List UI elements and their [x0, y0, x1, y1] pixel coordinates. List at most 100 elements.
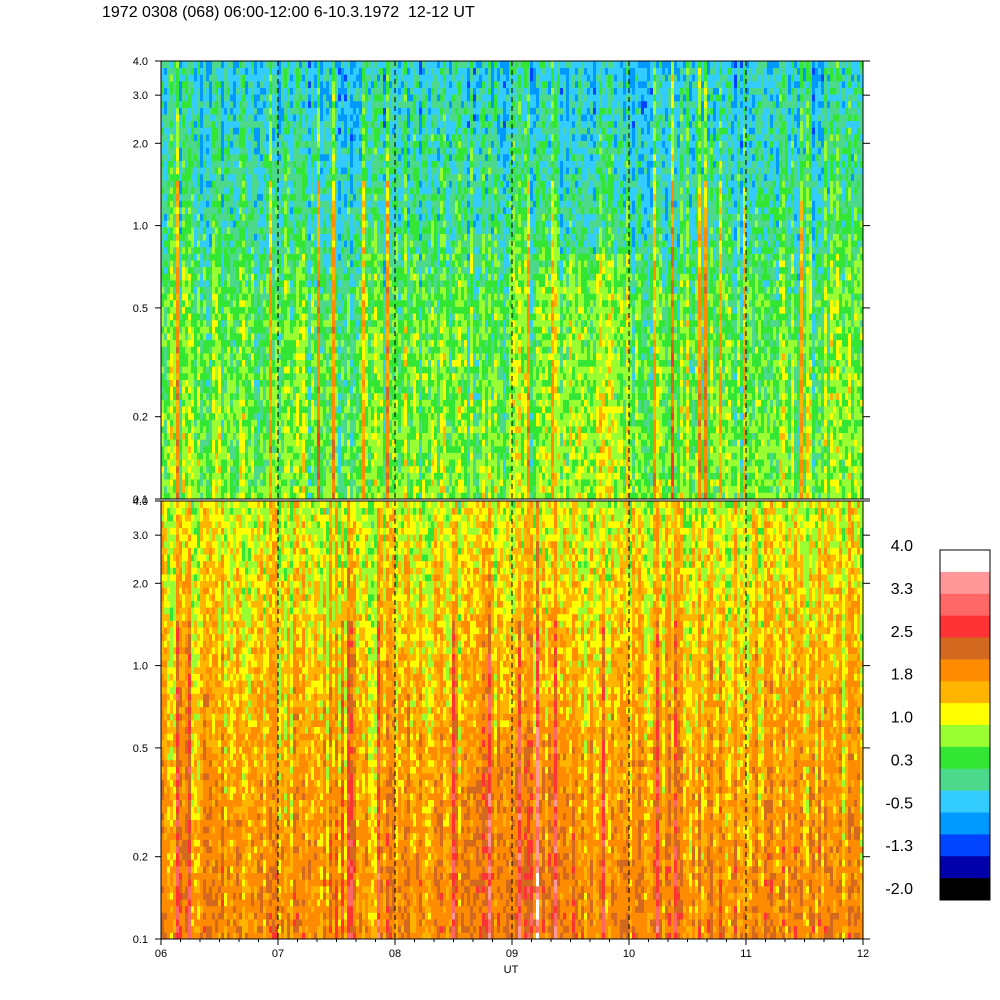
upper-heatmap-cell: [332, 393, 335, 400]
upper-heatmap-cell: [755, 433, 758, 440]
upper-heatmap-cell: [494, 353, 500, 360]
upper-heatmap-cell: [527, 406, 530, 413]
upper-heatmap-cell: [476, 333, 479, 340]
upper-heatmap-cell: [728, 486, 737, 493]
upper-heatmap-cell: [323, 419, 326, 426]
upper-heatmap-cell: [416, 492, 419, 499]
upper-heatmap-cell: [707, 340, 710, 347]
upper-heatmap-cell: [185, 439, 188, 446]
upper-heatmap-cell: [536, 472, 539, 479]
upper-heatmap-cell: [422, 419, 428, 426]
upper-heatmap-cell: [701, 413, 704, 420]
upper-heatmap-cell: [443, 459, 449, 466]
upper-heatmap-cell: [245, 313, 248, 320]
upper-heatmap-cell: [164, 419, 167, 426]
upper-heatmap-cell: [167, 413, 170, 420]
upper-heatmap-cell: [476, 313, 479, 320]
upper-heatmap-cell: [362, 406, 365, 413]
upper-heatmap-cell: [299, 406, 308, 413]
upper-heatmap-cell: [170, 373, 173, 380]
upper-heatmap-cell: [713, 393, 716, 400]
upper-heatmap-cell: [200, 346, 203, 353]
upper-heatmap-cell: [632, 439, 635, 446]
upper-heatmap-cell: [719, 333, 722, 340]
upper-heatmap-cell: [542, 373, 545, 380]
upper-heatmap-cell: [443, 353, 446, 360]
upper-heatmap-cell: [644, 459, 647, 466]
upper-heatmap-cell: [236, 419, 239, 426]
upper-heatmap-cell: [785, 333, 788, 340]
upper-heatmap-cell: [167, 406, 170, 413]
upper-heatmap-cell: [779, 380, 785, 387]
upper-heatmap-cell: [236, 366, 239, 373]
upper-heatmap-cell: [704, 446, 707, 453]
upper-heatmap-cell: [374, 453, 377, 460]
upper-heatmap-cell: [329, 393, 332, 400]
upper-heatmap-cell: [689, 346, 692, 353]
upper-heatmap-cell: [245, 380, 248, 387]
upper-heatmap-cell: [317, 433, 320, 440]
upper-heatmap-cell: [488, 426, 491, 433]
upper-heatmap-cell: [182, 439, 185, 446]
upper-heatmap-cell: [632, 459, 635, 466]
upper-heatmap-cell: [749, 406, 752, 413]
upper-heatmap-cell: [848, 386, 851, 393]
upper-heatmap-cell: [479, 326, 485, 333]
upper-heatmap-cell: [716, 333, 719, 340]
upper-heatmap-cell: [488, 486, 491, 493]
upper-heatmap-cell: [704, 360, 707, 367]
upper-heatmap-cell: [758, 373, 764, 380]
upper-heatmap-cell: [518, 333, 521, 340]
upper-heatmap-cell: [653, 419, 656, 426]
upper-heatmap-cell: [401, 340, 404, 347]
upper-heatmap-cell: [440, 446, 443, 453]
upper-heatmap-cell: [758, 333, 761, 340]
upper-heatmap-cell: [527, 326, 530, 333]
upper-heatmap-cell: [770, 346, 779, 353]
upper-heatmap-cell: [803, 373, 806, 380]
upper-heatmap-cell: [428, 346, 431, 353]
upper-heatmap-cell: [698, 419, 701, 426]
upper-heatmap-cell: [545, 399, 548, 406]
upper-heatmap-cell: [374, 313, 377, 320]
upper-heatmap-cell: [611, 326, 614, 333]
upper-heatmap-cell: [428, 320, 431, 327]
upper-heatmap-cell: [272, 340, 275, 347]
upper-heatmap-cell: [410, 413, 413, 420]
upper-heatmap-cell: [590, 426, 596, 433]
upper-heatmap-cell: [491, 340, 494, 347]
upper-heatmap-cell: [725, 426, 728, 433]
upper-heatmap-cell: [320, 439, 323, 446]
upper-heatmap-cell: [548, 459, 551, 466]
upper-heatmap-cell: [770, 360, 773, 367]
upper-heatmap-cell: [167, 439, 170, 446]
upper-heatmap-cell: [266, 386, 269, 393]
upper-heatmap-cell: [650, 446, 653, 453]
upper-heatmap-cell: [368, 479, 371, 486]
upper-heatmap-cell: [689, 453, 692, 460]
upper-heatmap-cell: [350, 326, 353, 333]
upper-heatmap-cell: [452, 472, 458, 479]
upper-heatmap-cell: [788, 373, 791, 380]
upper-heatmap-cell: [461, 326, 467, 333]
upper-heatmap-cell: [692, 353, 695, 360]
upper-heatmap-cell: [596, 419, 599, 426]
upper-heatmap-cell: [443, 472, 446, 479]
upper-heatmap-cell: [620, 360, 623, 367]
upper-heatmap-cell: [569, 326, 572, 333]
upper-heatmap-cell: [776, 492, 779, 499]
upper-heatmap-cell: [431, 439, 434, 446]
upper-heatmap-cell: [335, 433, 338, 440]
upper-heatmap-cell: [257, 492, 263, 499]
upper-heatmap-cell: [332, 399, 335, 406]
upper-heatmap-cell: [437, 433, 443, 440]
upper-heatmap-cell: [404, 486, 407, 493]
upper-heatmap-cell: [779, 346, 794, 353]
upper-heatmap-cell: [407, 492, 413, 499]
upper-heatmap-cell: [182, 380, 185, 387]
upper-heatmap-cell: [176, 380, 179, 387]
upper-heatmap-cell: [527, 459, 530, 466]
upper-heatmap-cell: [707, 346, 710, 353]
upper-heatmap-cell: [416, 386, 419, 393]
upper-heatmap-cell: [803, 393, 806, 400]
